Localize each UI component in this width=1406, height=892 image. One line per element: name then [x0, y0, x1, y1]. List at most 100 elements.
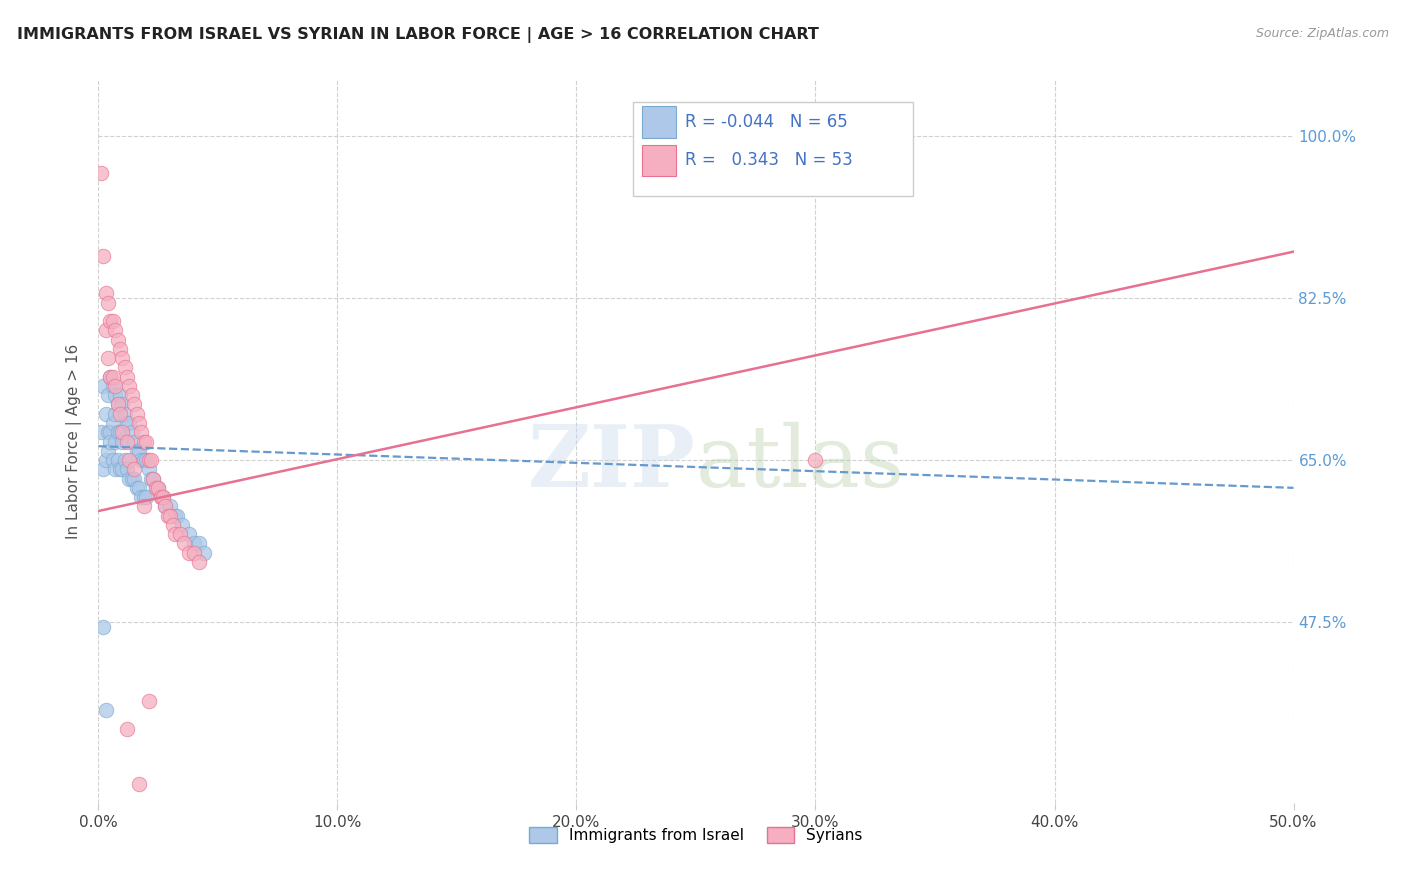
Point: [115, 369, 138, 384]
Point: [111, 462, 134, 476]
Point: [97, 443, 120, 458]
Point: [179, 546, 201, 560]
Point: [152, 490, 174, 504]
Point: [115, 416, 138, 430]
Point: [187, 555, 209, 569]
Point: [139, 453, 162, 467]
Bar: [643, 145, 676, 177]
Point: [169, 527, 191, 541]
Point: [98, 425, 122, 440]
Point: [104, 323, 127, 337]
Point: [101, 369, 124, 384]
Point: [121, 425, 143, 440]
Point: [121, 472, 143, 486]
Point: [135, 453, 157, 467]
Point: [138, 462, 160, 476]
Point: [148, 481, 170, 495]
Text: R = -0.044   N = 65: R = -0.044 N = 65: [685, 113, 848, 131]
Point: [90, 425, 112, 440]
Point: [149, 490, 172, 504]
Point: [107, 397, 129, 411]
Point: [193, 546, 215, 560]
Text: atlas: atlas: [696, 422, 905, 505]
Point: [91, 379, 114, 393]
Point: [97, 295, 120, 310]
Point: [97, 351, 120, 366]
Point: [138, 453, 160, 467]
Point: [132, 500, 155, 514]
Point: [118, 379, 141, 393]
Point: [94, 407, 117, 421]
Point: [108, 462, 131, 476]
Point: [128, 777, 150, 791]
Point: [107, 453, 129, 467]
Point: [104, 434, 127, 449]
Point: [183, 536, 205, 550]
Point: [138, 694, 160, 708]
Point: [104, 407, 127, 421]
Point: [142, 472, 165, 486]
Point: [163, 508, 186, 523]
Point: [152, 490, 174, 504]
Point: [94, 453, 117, 467]
Point: [125, 443, 148, 458]
Point: [115, 434, 138, 449]
Text: ZIP: ZIP: [529, 421, 696, 505]
Text: R =   0.343   N = 53: R = 0.343 N = 53: [685, 152, 853, 169]
Point: [115, 462, 138, 476]
Point: [98, 434, 122, 449]
Point: [107, 425, 129, 440]
Point: [131, 490, 153, 504]
Point: [101, 379, 124, 393]
Point: [114, 453, 136, 467]
Text: Source: ZipAtlas.com: Source: ZipAtlas.com: [1256, 27, 1389, 40]
Point: [98, 314, 122, 328]
Point: [142, 472, 165, 486]
Point: [97, 425, 120, 440]
Point: [91, 462, 114, 476]
Point: [128, 481, 150, 495]
Point: [90, 166, 112, 180]
Point: [98, 369, 122, 384]
Point: [187, 536, 209, 550]
Point: [121, 388, 143, 402]
Point: [107, 397, 129, 411]
Point: [94, 286, 117, 301]
Point: [131, 453, 153, 467]
Point: [115, 722, 138, 736]
Point: [132, 453, 155, 467]
Point: [125, 481, 148, 495]
Point: [101, 453, 124, 467]
Point: [804, 453, 827, 467]
Point: [183, 546, 205, 560]
Point: [118, 453, 141, 467]
Point: [108, 388, 131, 402]
Point: [104, 462, 127, 476]
Point: [159, 508, 181, 523]
Point: [173, 536, 195, 550]
Point: [101, 314, 124, 328]
Point: [108, 342, 131, 356]
Point: [118, 472, 141, 486]
Point: [162, 517, 184, 532]
Point: [124, 472, 146, 486]
Point: [98, 369, 122, 384]
Bar: [643, 106, 676, 138]
Point: [118, 416, 141, 430]
Point: [91, 249, 114, 263]
Point: [132, 434, 155, 449]
Point: [155, 500, 177, 514]
Legend: Immigrants from Israel, Syrians: Immigrants from Israel, Syrians: [523, 822, 869, 849]
Point: [155, 500, 177, 514]
Point: [101, 416, 124, 430]
Point: [104, 379, 127, 393]
Point: [128, 443, 150, 458]
Point: [145, 481, 167, 495]
Point: [145, 481, 167, 495]
Point: [94, 323, 117, 337]
Point: [139, 472, 162, 486]
Point: [131, 425, 153, 440]
Point: [111, 434, 134, 449]
Point: [135, 490, 157, 504]
Point: [166, 508, 188, 523]
